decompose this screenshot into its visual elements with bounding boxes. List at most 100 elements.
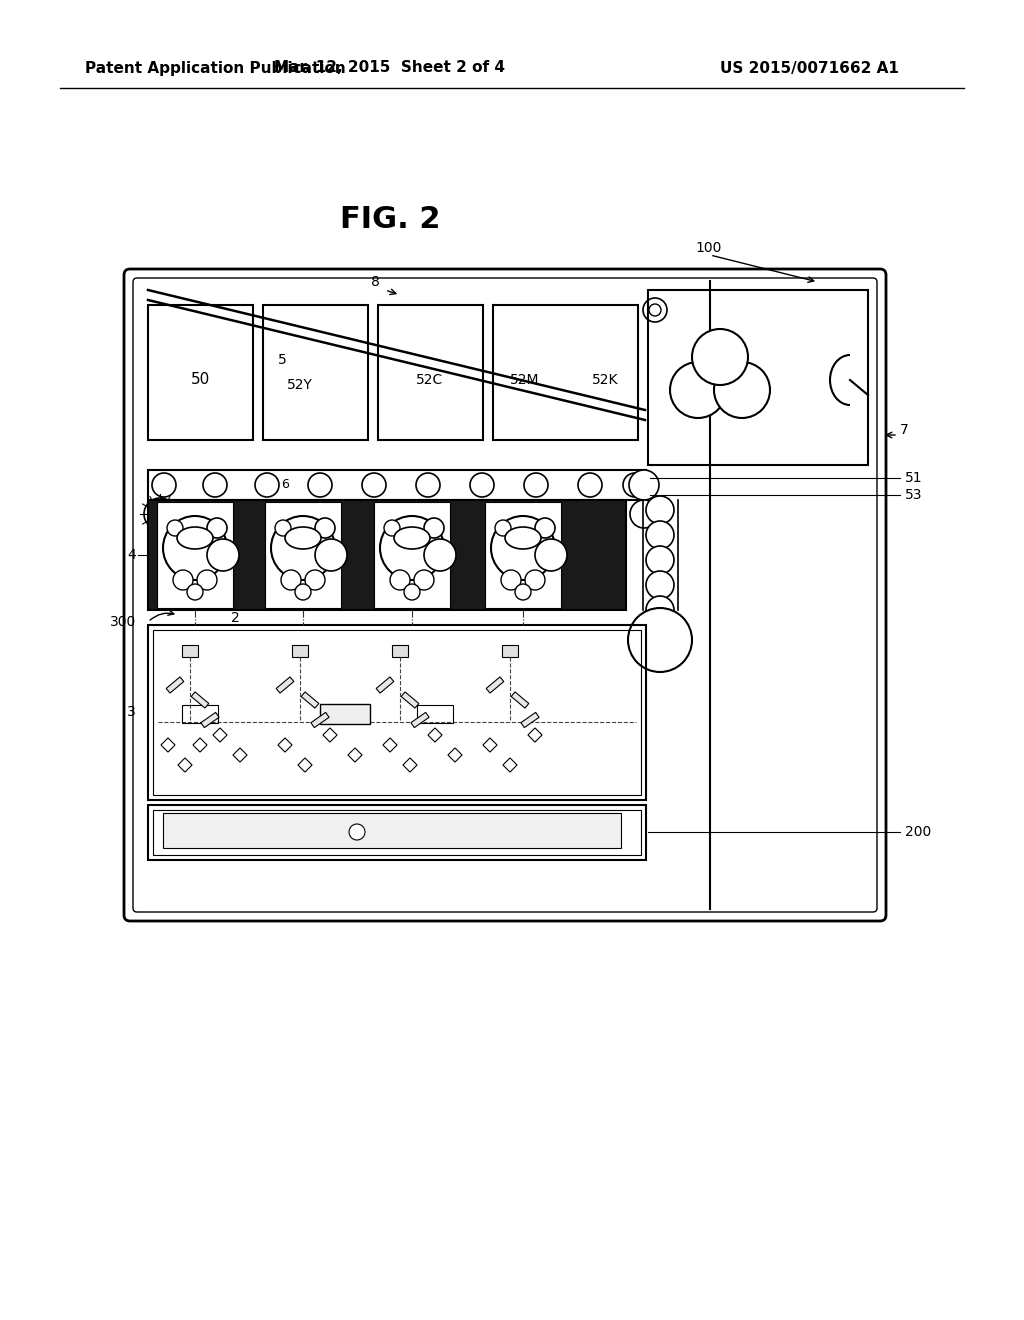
Circle shape — [167, 520, 183, 536]
Circle shape — [315, 539, 347, 572]
Bar — [166, 677, 184, 693]
Text: 1Y: 1Y — [188, 533, 202, 543]
Circle shape — [629, 470, 659, 500]
Bar — [276, 677, 294, 693]
Text: 5: 5 — [278, 352, 287, 367]
Bar — [265, 502, 341, 609]
Ellipse shape — [177, 527, 213, 549]
Circle shape — [163, 516, 227, 579]
Circle shape — [524, 473, 548, 498]
Circle shape — [197, 570, 217, 590]
Bar — [148, 305, 253, 440]
Circle shape — [305, 570, 325, 590]
Circle shape — [255, 473, 279, 498]
Text: 200: 200 — [905, 825, 931, 840]
Circle shape — [295, 583, 311, 601]
Text: 1C: 1C — [296, 533, 310, 543]
FancyBboxPatch shape — [124, 269, 886, 921]
Bar — [428, 727, 442, 742]
Bar — [148, 805, 646, 861]
Bar — [178, 758, 193, 772]
Circle shape — [646, 521, 674, 549]
Circle shape — [416, 473, 440, 498]
Bar — [392, 645, 408, 657]
Text: 8: 8 — [371, 275, 380, 289]
Bar — [292, 645, 308, 657]
Circle shape — [144, 498, 176, 531]
Bar — [298, 758, 312, 772]
Circle shape — [207, 539, 239, 572]
Bar — [323, 727, 337, 742]
Bar — [447, 748, 462, 762]
Circle shape — [404, 583, 420, 601]
Bar — [153, 630, 641, 795]
Ellipse shape — [505, 527, 541, 549]
Text: 50: 50 — [190, 372, 210, 388]
Text: Patent Application Publication: Patent Application Publication — [85, 61, 346, 75]
Circle shape — [714, 362, 770, 418]
Text: 53: 53 — [905, 488, 923, 502]
Bar — [502, 645, 518, 657]
Circle shape — [349, 824, 365, 840]
Circle shape — [152, 473, 176, 498]
Circle shape — [643, 298, 667, 322]
Ellipse shape — [285, 527, 321, 549]
Circle shape — [308, 473, 332, 498]
Bar — [201, 713, 219, 727]
Circle shape — [646, 572, 674, 599]
Bar — [485, 502, 561, 609]
Bar — [191, 692, 209, 708]
Bar — [402, 758, 417, 772]
Bar — [348, 748, 362, 762]
Circle shape — [535, 539, 567, 572]
Bar — [383, 738, 397, 752]
Circle shape — [646, 597, 674, 624]
Text: 6: 6 — [281, 479, 289, 491]
Ellipse shape — [394, 527, 430, 549]
Circle shape — [315, 517, 335, 539]
Circle shape — [203, 473, 227, 498]
Bar — [401, 692, 419, 708]
Circle shape — [692, 329, 748, 385]
Circle shape — [525, 570, 545, 590]
Bar — [411, 713, 429, 727]
Bar — [161, 738, 175, 752]
Bar — [374, 502, 450, 609]
Bar — [153, 810, 641, 855]
Bar — [311, 713, 329, 727]
Circle shape — [424, 539, 456, 572]
Bar — [493, 305, 638, 440]
Bar — [486, 677, 504, 693]
Bar — [483, 738, 497, 752]
Bar — [148, 470, 646, 500]
Circle shape — [470, 473, 494, 498]
Circle shape — [490, 516, 555, 579]
Circle shape — [535, 517, 555, 539]
Text: 52M: 52M — [510, 374, 540, 387]
Bar — [378, 305, 483, 440]
Text: 1K: 1K — [516, 533, 530, 543]
Circle shape — [414, 570, 434, 590]
Circle shape — [187, 583, 203, 601]
Text: 2: 2 — [230, 611, 240, 624]
Circle shape — [384, 520, 400, 536]
Bar — [376, 677, 394, 693]
Bar — [232, 748, 247, 762]
Circle shape — [173, 570, 193, 590]
Text: Mar. 12, 2015  Sheet 2 of 4: Mar. 12, 2015 Sheet 2 of 4 — [274, 61, 506, 75]
Bar — [278, 738, 292, 752]
Bar — [521, 713, 539, 727]
Circle shape — [424, 517, 444, 539]
Bar — [319, 704, 370, 723]
Circle shape — [390, 570, 410, 590]
Circle shape — [495, 520, 511, 536]
Circle shape — [271, 516, 335, 579]
Bar — [528, 727, 542, 742]
Circle shape — [281, 570, 301, 590]
Text: US 2015/0071662 A1: US 2015/0071662 A1 — [720, 61, 899, 75]
Text: 4: 4 — [127, 548, 136, 562]
Bar — [157, 502, 233, 609]
Circle shape — [515, 583, 531, 601]
Bar — [182, 645, 198, 657]
Bar — [163, 813, 621, 847]
